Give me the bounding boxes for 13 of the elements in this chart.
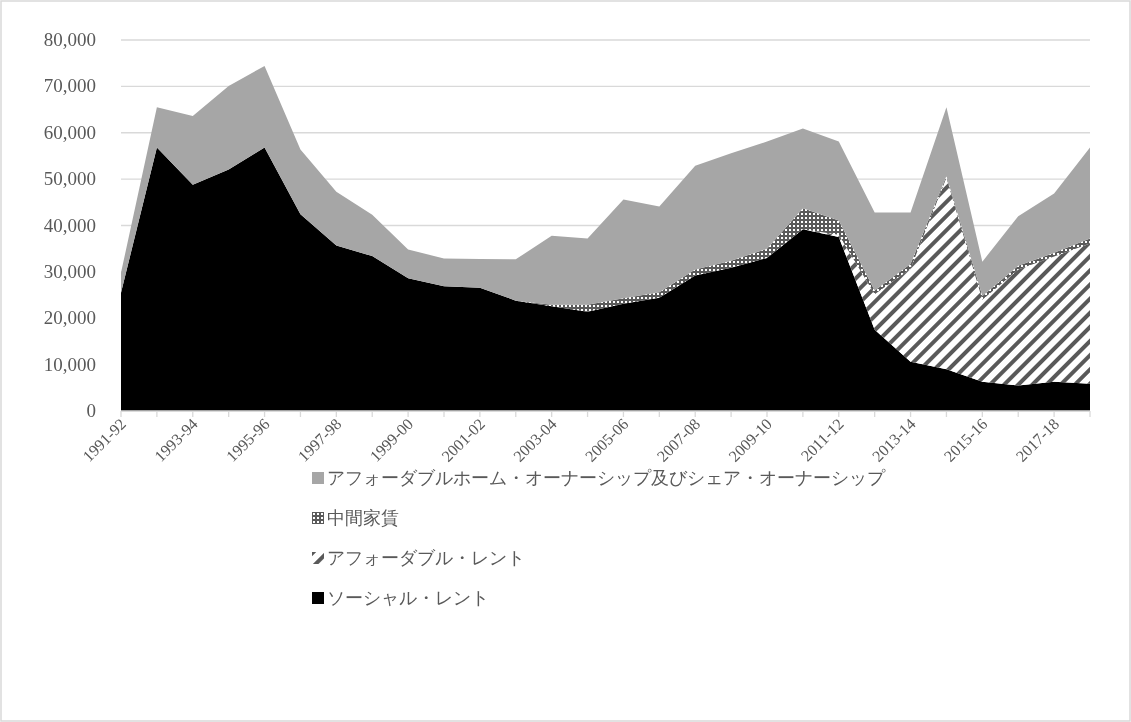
y-tick-label: 50,000 [43,168,96,190]
y-tick-label: 80,000 [43,29,96,50]
y-tick-label: 40,000 [43,214,96,236]
legend-label: アフォーダブル・レント [327,548,525,568]
y-tick-label: 30,000 [43,260,96,282]
y-tick-label: 20,000 [43,307,96,329]
y-tick-label: 70,000 [43,75,96,97]
legend-label: アフォーダブルホーム・オーナーシップ及びシェア・オーナーシップ [327,468,886,488]
y-tick-label: 10,000 [43,353,96,375]
y-tick-label: 60,000 [43,121,96,143]
y-tick-label: 0 [86,400,96,421]
legend-label: 中間家賃 [327,508,399,528]
legend-label: ソーシャル・レント [327,588,489,608]
